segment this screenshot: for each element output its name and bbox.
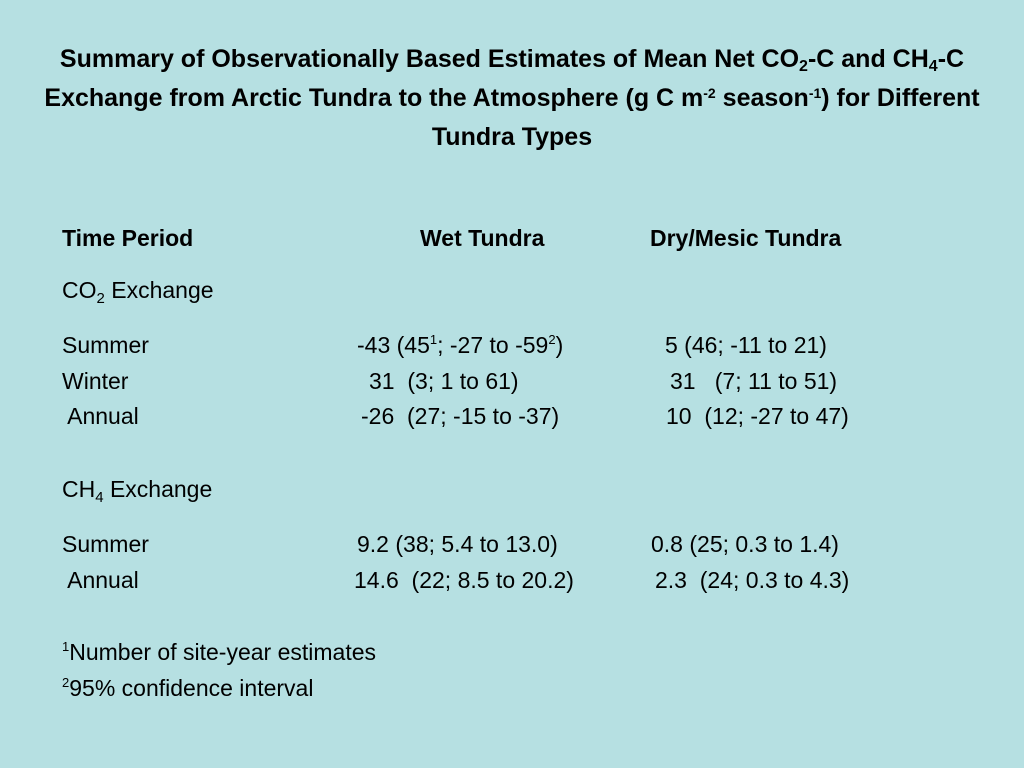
co2-annual-dry: 10 (12; -27 to 47) bbox=[666, 403, 849, 429]
ch4-summer-wet: 9.2 (38; 5.4 to 13.0) bbox=[357, 531, 558, 557]
header-dry-mesic-tundra: Dry/Mesic Tundra bbox=[650, 225, 842, 251]
co2-winter-dry: 31 (7; 11 to 51) bbox=[670, 368, 838, 394]
title-text: Summary of Observationally Based Estimat… bbox=[59, 45, 800, 73]
slide-title: Summary of Observationally Based Estimat… bbox=[40, 40, 984, 157]
co2-section-label: CO2 Exchange bbox=[62, 277, 214, 307]
title-superscript: -1 bbox=[808, 85, 822, 101]
ch4-annual-dry: 2.3 (24; 0.3 to 4.3) bbox=[655, 567, 850, 593]
footnote-2: 295% confidence interval bbox=[62, 675, 314, 701]
co2-summer-dry: 5 (46; -11 to 21) bbox=[665, 332, 827, 358]
co2-winter-period: Winter bbox=[62, 368, 129, 394]
title-text: season bbox=[715, 84, 809, 112]
co2-winter-wet: 31 (3; 1 to 61) bbox=[369, 368, 519, 394]
title-text: ) for Different Tundra Types bbox=[431, 84, 980, 151]
co2-annual-period: Annual bbox=[62, 403, 139, 429]
ch4-summer-dry: 0.8 (25; 0.3 to 1.4) bbox=[651, 531, 839, 557]
co2-annual-wet: -26 (27; -15 to -37) bbox=[361, 403, 560, 429]
ch4-annual-wet: 14.6 (22; 8.5 to 20.2) bbox=[354, 567, 574, 593]
co2-summer-period: Summer bbox=[62, 332, 149, 358]
ch4-section-label: CH4 Exchange bbox=[62, 476, 213, 506]
ch4-annual-period: Annual bbox=[62, 567, 139, 593]
co2-summer-wet: -43 (451; -27 to -592) bbox=[357, 332, 564, 358]
header-time-period: Time Period bbox=[62, 225, 194, 251]
ch4-summer-period: Summer bbox=[62, 531, 149, 557]
title-subscript: 4 bbox=[928, 58, 938, 75]
title-subscript: 2 bbox=[799, 58, 808, 75]
title-text: -C and CH bbox=[807, 45, 929, 73]
title-superscript: -2 bbox=[703, 85, 716, 101]
title-text: -C Exchange from Arctic Tundra to the At… bbox=[44, 45, 965, 112]
header-wet-tundra: Wet Tundra bbox=[420, 225, 545, 251]
footnote-1: 1Number of site-year estimates bbox=[62, 639, 377, 665]
